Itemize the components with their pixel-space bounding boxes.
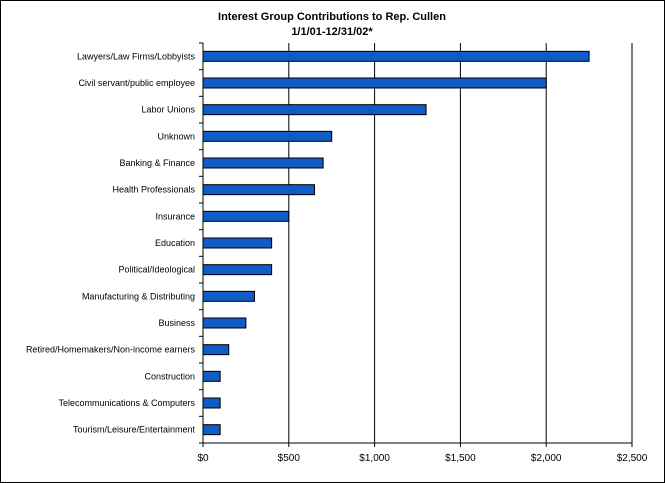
gridlines (288, 43, 633, 443)
x-tick-label: $1,500 (445, 453, 476, 464)
category-label: Tourism/Leisure/Entertainment (73, 425, 196, 435)
chart-title: Interest Group Contributions to Rep. Cul… (218, 11, 446, 23)
category-label: Lawyers/Law Firms/Lobbyists (77, 51, 196, 61)
bar (202, 184, 316, 196)
x-tick-label: $500 (278, 453, 301, 464)
bar (202, 104, 427, 116)
category-label: Telecommunications & Computers (58, 398, 195, 408)
bar (202, 344, 230, 356)
category-label: Unknown (157, 131, 195, 141)
bars-group (202, 50, 590, 436)
x-tick-label: $1,000 (359, 453, 390, 464)
category-label: Political/Ideological (118, 265, 195, 275)
bar (202, 130, 333, 142)
x-tick-labels: $0 $500 $1,000 $1,500 $2,000 $2,500 (197, 453, 647, 464)
bar (202, 264, 273, 276)
bar (202, 424, 221, 436)
category-label: Labor Unions (141, 105, 195, 115)
axes-group (199, 42, 633, 447)
x-tick-label: $2,000 (531, 453, 562, 464)
bar (202, 317, 247, 329)
category-labels: Lawyers/Law Firms/Lobbyists Civil servant… (26, 51, 196, 434)
category-label: Manufacturing & Distributing (82, 291, 195, 301)
bar (202, 397, 221, 409)
bar (202, 210, 290, 222)
category-label: Health Professionals (112, 185, 195, 195)
bar (202, 237, 273, 249)
x-tick-label: $0 (197, 453, 209, 464)
category-label: Education (155, 238, 195, 248)
category-label: Insurance (155, 211, 195, 221)
bar (202, 50, 590, 62)
category-label: Construction (144, 371, 195, 381)
category-label: Retired/Homemakers/Non-income earners (26, 345, 196, 355)
bar (202, 290, 255, 302)
category-label: Civil servant/public employee (78, 78, 195, 88)
category-label: Banking & Finance (119, 158, 195, 168)
category-label: Business (158, 318, 195, 328)
x-tick-label: $2,500 (617, 453, 648, 464)
chart-subtitle: 1/1/01-12/31/02* (291, 26, 373, 38)
bar (202, 370, 221, 382)
bar (202, 157, 324, 169)
bar (202, 77, 547, 89)
